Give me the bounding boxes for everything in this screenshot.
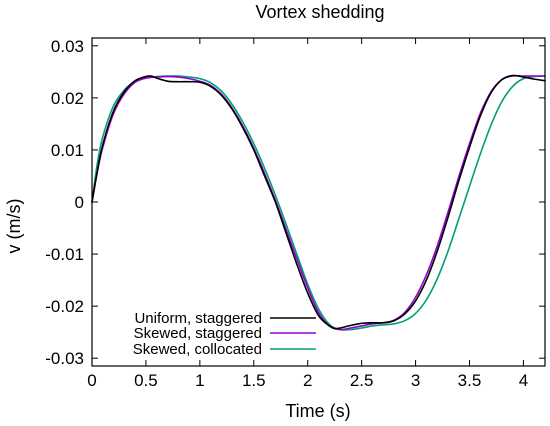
x-tick-label: 0.5 [134,371,158,390]
x-tick-label: 3 [411,371,420,390]
axis-ticks: 0 0.5 1 1.5 2 2.5 3 3.5 4 -0.03 -0.02 -0.01 0 0.01 0.0… [45,37,545,390]
y-tick-label: 0 [75,193,84,212]
x-tick-label: 3.5 [458,371,482,390]
legend-label: Skewed, collocated [133,341,262,358]
x-tick-label: 2.5 [350,371,374,390]
x-tick-label: 0 [87,371,96,390]
y-tick-label: -0.03 [45,349,84,368]
chart-title: Vortex shedding [255,2,384,22]
series-line-skewed-staggered [91,74,546,331]
series-line-uniform-staggered [91,74,546,330]
y-tick-label: -0.02 [45,297,84,316]
legend-label: Uniform, staggered [134,310,262,327]
plot-frame [91,37,546,367]
y-tick-label: -0.01 [45,245,84,264]
x-tick-label: 4 [519,371,528,390]
series-lines [91,74,546,331]
x-axis-label: Time (s) [285,401,350,421]
x-tick-label: 1 [195,371,204,390]
x-tick-label: 2 [303,371,312,390]
series-line-skewed-collocated [91,75,546,331]
y-tick-label: 0.01 [51,141,84,160]
y-tick-label: 0.03 [51,37,84,56]
legend-label: Skewed, staggered [134,325,262,342]
y-axis-label: v (m/s) [4,199,24,254]
x-tick-label: 1.5 [242,371,266,390]
y-tick-label: 0.02 [51,89,84,108]
